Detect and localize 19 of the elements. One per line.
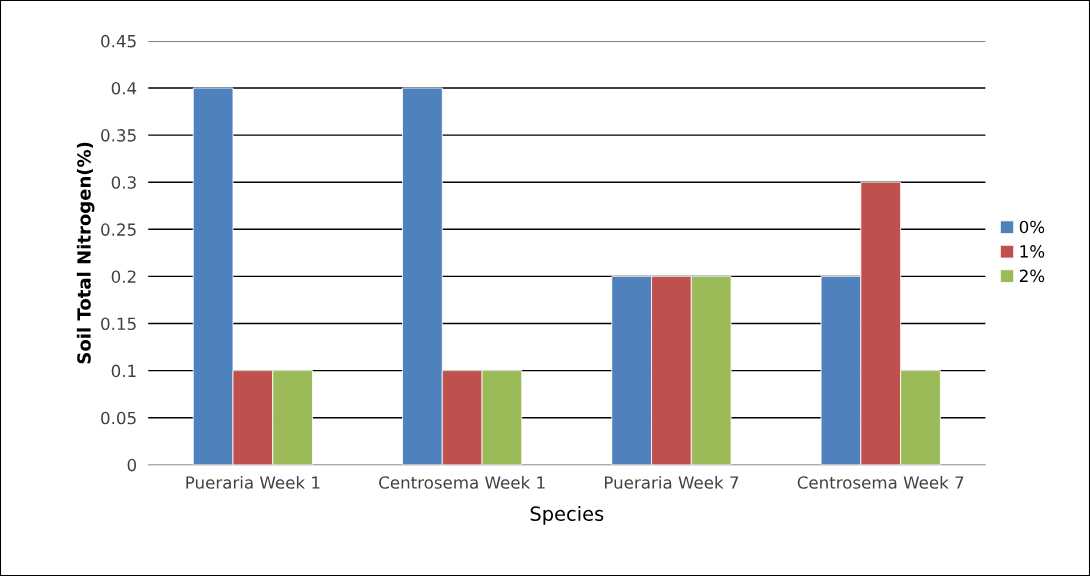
y-tick-label: 0.45 — [101, 34, 136, 48]
y-tick-label: 0.15 — [101, 317, 136, 331]
legend-label: 2% — [1019, 269, 1045, 283]
y-tick-label: 0.4 — [111, 81, 137, 95]
y-tick-label: 0.3 — [111, 176, 136, 189]
y-tick-label: 0.35 — [101, 129, 136, 142]
legend-label: 1% — [1020, 245, 1045, 258]
y-tick-label: 0.2 — [111, 270, 136, 283]
x-axis-title: Species — [530, 505, 604, 525]
y-tick-label: 0.1 — [111, 364, 136, 378]
y-tick-label: 0.05 — [101, 411, 136, 425]
x-tick-label: Pueraria Week 7 — [604, 475, 739, 489]
y-axis-title: Soil Total Nitrogen(%) — [76, 142, 95, 364]
y-tick-label: 0 — [127, 458, 137, 472]
x-tick-label: Centrosema Week 7 — [797, 475, 964, 489]
x-tick-label: Centrosema Week 1 — [379, 475, 545, 489]
legend-label: 0% — [1019, 220, 1045, 234]
y-tick-label: 0.25 — [101, 223, 136, 236]
x-tick-label: Pueraria Week 1 — [186, 475, 320, 489]
